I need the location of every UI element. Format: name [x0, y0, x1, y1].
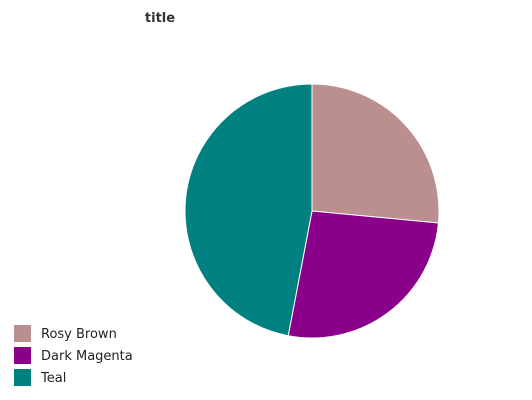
- legend-swatch-rosy-brown: [14, 325, 31, 342]
- legend-swatch-teal: [14, 369, 31, 386]
- pie-slices: [184, 83, 440, 339]
- legend: Rosy Brown Dark Magenta Teal: [14, 325, 133, 386]
- legend-label-dark-magenta: Dark Magenta: [41, 349, 133, 364]
- chart-title: title: [145, 11, 175, 26]
- pie-slice-rosy-brown: [311, 83, 440, 224]
- legend-label-rosy-brown: Rosy Brown: [41, 327, 117, 342]
- pie-slice-teal: [184, 83, 313, 337]
- legend-swatch-dark-magenta: [14, 347, 31, 364]
- legend-label-teal: Teal: [40, 371, 66, 386]
- pie-slice-dark-magenta: [287, 210, 439, 339]
